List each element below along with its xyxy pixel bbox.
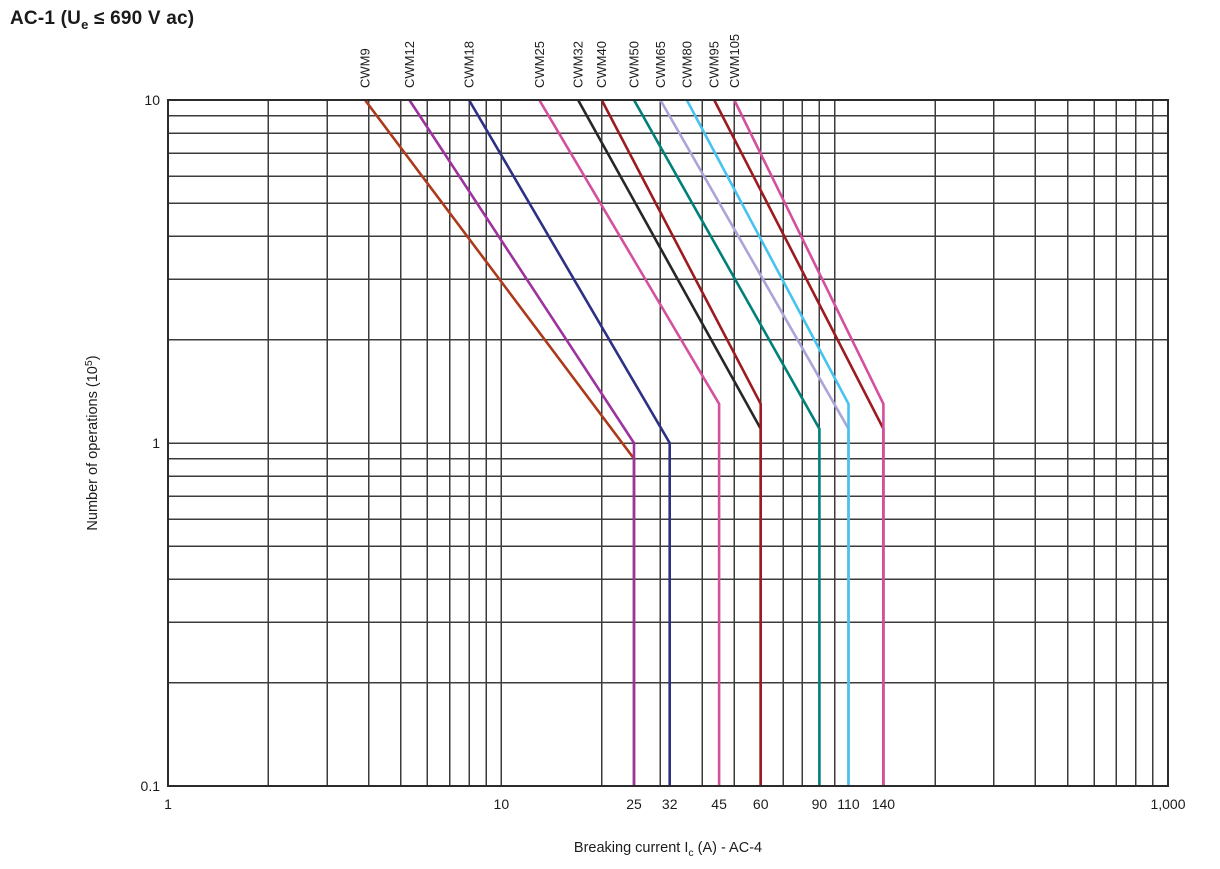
curve-label-CWM95: CWM95 xyxy=(707,41,722,88)
curve-label-CWM12: CWM12 xyxy=(402,41,417,88)
x-tick-breaking-45: 45 xyxy=(711,796,727,812)
x-tick-breaking-110: 110 xyxy=(837,796,860,812)
plot-frame xyxy=(166,98,1170,788)
x-tick-10: 10 xyxy=(494,796,510,812)
log-grid xyxy=(167,99,1169,787)
curve-label-CWM25: CWM25 xyxy=(532,41,547,88)
curve-CWM80 xyxy=(685,99,850,786)
chart-title-suffix: ≤ 690 V ac) xyxy=(88,8,195,29)
curve-CWM25 xyxy=(538,99,721,786)
x-tick-breaking-140: 140 xyxy=(872,796,896,812)
curve-label-CWM32: CWM32 xyxy=(571,41,586,88)
curve-label-CWM80: CWM80 xyxy=(679,41,694,88)
x-tick-1: 1 xyxy=(164,796,172,812)
y-tick-0-1: 0.1 xyxy=(141,778,161,794)
y-tick-1: 1 xyxy=(152,435,160,451)
curve-CWM18 xyxy=(467,99,672,786)
x-tick-breaking-25: 25 xyxy=(626,796,642,812)
curve-CWM105 xyxy=(733,99,885,786)
curves xyxy=(363,99,885,786)
chart-title: AC-1 (Ue ≤ 690 V ac) xyxy=(10,8,194,32)
chart-title-prefix: AC-1 (U xyxy=(10,8,82,29)
x-tick-breaking-60: 60 xyxy=(753,796,769,812)
curve-label-CWM40: CWM40 xyxy=(594,41,609,88)
curve-label-CWM50: CWM50 xyxy=(626,41,641,88)
curve-label-CWM65: CWM65 xyxy=(653,41,668,88)
x-tick-1000: 1,000 xyxy=(1150,796,1185,812)
curve-label-CWM9: CWM9 xyxy=(358,48,373,88)
y-tick-10: 10 xyxy=(144,92,160,108)
curve-CWM50 xyxy=(632,99,821,786)
x-tick-breaking-32: 32 xyxy=(662,796,678,812)
y-axis-title: Number of operations (105) xyxy=(83,355,101,530)
x-tick-breaking-90: 90 xyxy=(812,796,828,812)
x-axis-title: Breaking current Ic (A) - AC-4 xyxy=(574,840,762,859)
chart-title-subscript: e xyxy=(81,17,89,32)
curve-CWM40 xyxy=(600,99,763,786)
curve-CWM12 xyxy=(408,99,636,786)
curve-label-CWM105: CWM105 xyxy=(727,34,742,88)
curve-label-CWM18: CWM18 xyxy=(462,41,477,88)
